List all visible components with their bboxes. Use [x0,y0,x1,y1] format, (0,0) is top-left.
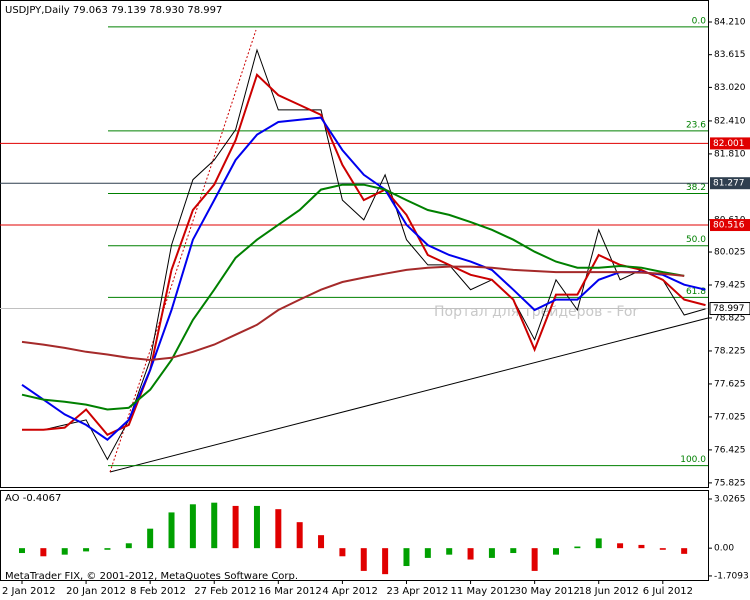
x-tick-label: 8 Feb 2012 [130,586,186,597]
price-level-label: 81.277 [713,179,745,189]
ao-bar [424,548,431,558]
fib-label: 100.0 [680,455,706,465]
ao-bar [488,548,495,558]
x-tick-label: 30 May 2012 [515,586,580,597]
fib-label: 0.0 [692,16,707,26]
main-frame [0,0,709,488]
y-tick-label: 80.025 [714,248,746,258]
price-level-label: 82.001 [713,139,745,149]
ao-bar [40,548,47,557]
y-tick-label: 83.615 [714,50,746,60]
y-tick-label: 77.625 [714,379,746,389]
x-tick-label: 11 May 2012 [451,586,516,597]
moving-average [21,265,685,362]
x-tick-label: 6 Jul 2012 [643,586,693,597]
ao-bar [147,528,154,549]
price-level-box [710,177,750,190]
x-tick-label: 2 Jan 2012 [2,586,56,597]
fib-label: 61.8 [686,287,706,297]
price-line [22,48,706,461]
y-tick-label: 78.825 [714,313,746,323]
price-level-label: 78.997 [713,304,745,314]
y-tick-label: -1.7093 [714,571,749,581]
price-level-box [710,137,750,150]
ao-bar [553,548,559,555]
price-level-box [709,302,750,316]
ao-bar [659,548,666,550]
ao-bar [617,543,624,549]
y-tick-label: 77.025 [714,412,746,422]
ao-bar [296,522,303,549]
moving-average [21,116,706,441]
ao-bar [168,512,175,549]
ao-bar [211,502,218,549]
ao-bar [253,505,260,549]
ao-bar [83,548,90,552]
ao-bar [104,548,111,550]
ao-bar [446,548,453,555]
ao-bar [189,504,196,549]
moving-average [21,183,685,411]
ao-bar [382,548,389,575]
price-level-label: 80.516 [713,221,745,231]
ao-bar [360,548,367,571]
y-tick-label: 76.425 [714,445,746,455]
trend-line [109,317,709,473]
ao-bar [510,548,517,554]
y-tick-label: 3.0265 [714,494,746,504]
watermark: Портал для трейдеров - For [434,304,638,320]
ao-bar [318,535,325,549]
chart-title: USDJPY,Daily 79.063 79.139 78.930 78.997 [5,5,222,16]
ao-bar [19,548,25,554]
y-tick-label: 78.225 [714,346,746,356]
x-tick-label: 27 Feb 2012 [194,586,256,597]
ao-bar [595,538,602,549]
ao-bar [531,548,538,571]
footer-note: MetaTrader FIX, © 2001-2012, MetaQuotes … [5,571,298,582]
x-tick-label: 23 Apr 2012 [386,586,448,597]
ao-bar [275,509,282,549]
ao-bar [61,548,68,555]
fib-label: 50.0 [686,235,706,245]
ao-bar [467,548,474,560]
y-tick-label: 81.810 [714,149,746,159]
y-tick-label: 84.210 [714,17,746,27]
ao-frame [0,490,709,581]
x-tick-label: 4 Apr 2012 [322,586,377,597]
fib-base-line [109,29,257,473]
ao-bar [403,548,410,567]
y-tick-label: 75.825 [714,478,746,488]
price-level-box [710,219,750,232]
y-tick-label: 82.410 [714,116,746,126]
ao-title: AO -0.4067 [5,493,61,504]
ao-bar [232,505,239,549]
fib-label: 23.6 [686,120,706,130]
ao-bar [125,543,132,549]
ao-bar [681,548,688,554]
x-tick-label: 18 Jun 2012 [579,586,639,597]
fib-label: 38.2 [686,183,706,193]
y-tick-label: 0.00 [714,544,734,554]
ao-bar [638,544,645,549]
y-tick-label: 83.020 [714,83,746,93]
y-tick-label: 79.425 [714,280,746,290]
ao-bar [574,546,581,549]
x-tick-label: 16 Mar 2012 [258,586,321,597]
x-tick-label: 20 Jan 2012 [66,586,126,597]
ao-bar [339,548,346,557]
